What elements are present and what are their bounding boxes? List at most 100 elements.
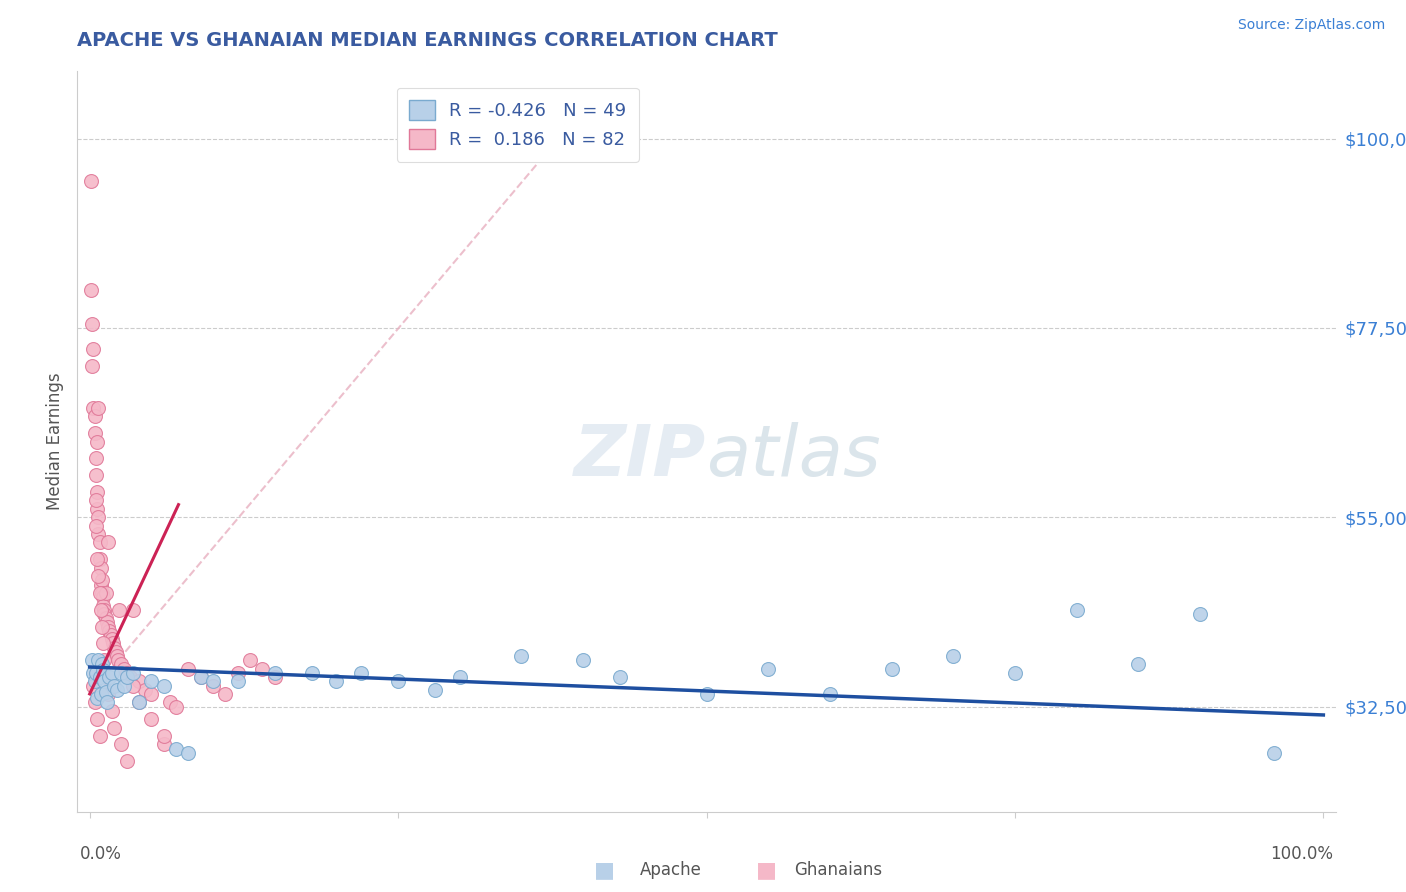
Point (128, 695, 150, 709)
Point (214, 687, 236, 701)
Point (91, 664, 114, 678)
Point (226, 665, 249, 680)
Point (121, 665, 143, 680)
Point (105, 649, 128, 664)
Point (696, 687, 718, 701)
Point (252, 662, 274, 676)
Text: atlas: atlas (707, 422, 882, 491)
Point (110, 665, 132, 680)
Point (93, 674, 115, 689)
Point (1188, 607, 1211, 621)
Point (101, 636, 124, 650)
Point (89, 729, 111, 743)
Point (141, 674, 163, 689)
Point (82, 653, 104, 667)
Point (82, 359, 104, 373)
Point (110, 657, 132, 672)
Point (89, 552, 111, 566)
Point (80, 174, 103, 188)
Point (115, 754, 138, 768)
Text: 0.0%: 0.0% (80, 846, 122, 863)
Point (128, 674, 150, 689)
Point (1066, 603, 1088, 617)
Point (449, 670, 471, 684)
Point (202, 674, 225, 689)
Point (115, 665, 138, 680)
Text: APACHE VS GHANAIAN MEDIAN EARNINGS CORRELATION CHART: APACHE VS GHANAIAN MEDIAN EARNINGS CORRE… (77, 31, 778, 50)
Point (97, 535, 120, 549)
Point (128, 695, 150, 709)
Point (103, 721, 125, 735)
Point (510, 649, 533, 664)
Point (301, 665, 323, 680)
Point (82, 401, 104, 415)
Text: Ghanaians: Ghanaians (794, 861, 883, 879)
Point (177, 746, 200, 760)
Point (1004, 665, 1026, 680)
Point (83, 674, 105, 689)
Point (325, 674, 347, 689)
Point (152, 738, 174, 752)
Point (86, 712, 108, 726)
Point (91, 636, 114, 650)
Point (82, 679, 104, 693)
Point (177, 662, 200, 676)
Point (110, 738, 132, 752)
Point (87, 527, 110, 541)
Point (87, 653, 110, 667)
Point (115, 670, 138, 684)
Point (387, 674, 409, 689)
Point (141, 712, 163, 726)
Point (91, 619, 114, 633)
Point (880, 662, 903, 676)
Point (93, 607, 115, 621)
Point (84, 493, 107, 508)
Point (226, 674, 249, 689)
Point (98, 624, 121, 638)
Point (89, 535, 111, 549)
Point (94, 670, 117, 684)
Point (98, 670, 121, 684)
Point (103, 640, 125, 655)
Point (93, 653, 115, 667)
Point (80, 283, 103, 297)
Point (141, 687, 163, 701)
Point (82, 342, 104, 356)
Point (263, 665, 285, 680)
Point (91, 657, 114, 672)
Point (108, 603, 131, 617)
Point (423, 682, 446, 697)
Point (572, 653, 595, 667)
Point (105, 682, 128, 697)
Point (83, 426, 105, 441)
Point (263, 670, 285, 684)
Point (84, 665, 107, 680)
Point (94, 611, 117, 625)
Point (609, 670, 631, 684)
Point (97, 619, 120, 633)
Point (87, 569, 110, 583)
Point (83, 409, 105, 424)
Point (87, 401, 110, 415)
Point (86, 501, 108, 516)
Point (202, 679, 225, 693)
Point (104, 645, 127, 659)
Point (96, 695, 118, 709)
Point (91, 586, 114, 600)
Point (103, 679, 125, 693)
Text: ZIP: ZIP (574, 422, 707, 491)
Point (82, 665, 104, 680)
Point (152, 729, 174, 743)
Point (121, 679, 143, 693)
Text: Source: ZipAtlas.com: Source: ZipAtlas.com (1237, 18, 1385, 32)
Point (107, 653, 129, 667)
Point (84, 468, 107, 483)
Point (86, 485, 108, 500)
Point (87, 510, 110, 524)
Point (1263, 746, 1285, 760)
Point (100, 628, 122, 642)
Point (91, 574, 114, 588)
Text: 100.0%: 100.0% (1270, 846, 1333, 863)
Point (90, 687, 112, 701)
Point (190, 670, 212, 684)
